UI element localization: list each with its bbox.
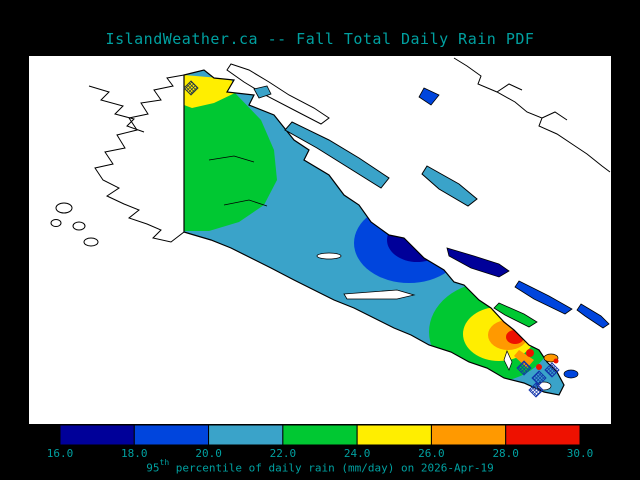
se-islet-red	[553, 358, 559, 364]
mainland-inlet-2	[541, 111, 568, 121]
page-title: IslandWeather.ca -- Fall Total Daily Rai…	[105, 30, 535, 48]
station-marker-se-2	[531, 370, 547, 386]
colorbar-tick: 20.0	[195, 447, 222, 460]
west-islet-4	[83, 237, 99, 247]
saanich-inlet	[503, 350, 513, 371]
colorbar-tick: 28.0	[492, 447, 519, 460]
gulf-island-navy	[446, 247, 510, 278]
se-islet-blue	[563, 369, 579, 379]
colorbar	[59, 424, 581, 446]
colorbar-segment-4	[356, 424, 432, 446]
alberni-inlet	[343, 289, 416, 300]
map-svg	[29, 56, 611, 424]
caption-superscript: th	[159, 458, 170, 467]
coast-red-spot-2	[536, 364, 542, 370]
gulf-island-blue-1	[514, 280, 573, 315]
texada-island	[421, 165, 478, 207]
colorbar-segment-0	[59, 424, 135, 446]
colorbar-segment-1	[133, 424, 210, 446]
mainland-strip-teal	[284, 121, 390, 189]
colorbar-segment-2	[208, 424, 284, 446]
contour-green-northwest	[184, 88, 277, 231]
colorbar-segment-5	[430, 424, 507, 446]
mainland-strip-white	[226, 63, 330, 125]
gulf-island-blue-2	[576, 303, 610, 329]
station-marker-se-1	[516, 360, 532, 376]
colorbar-tick: 30.0	[566, 447, 594, 460]
inland-lake	[316, 252, 342, 260]
contour-yellow-north-tip	[184, 75, 237, 108]
colorbar-segment-6	[505, 424, 581, 446]
colorbar-tick: 22.0	[269, 447, 297, 460]
station-marker-north	[183, 80, 199, 96]
west-islet-3	[50, 219, 62, 227]
colorbar-segment-3	[282, 424, 358, 446]
caption: 95th percentile of daily rain (mm/day) o…	[0, 458, 640, 475]
mainland-coast	[453, 57, 611, 173]
colorbar-svg	[59, 424, 581, 446]
colorbar-ticks: 16.0 18.0 20.0 22.0 24.0 26.0 28.0 30.0	[0, 447, 640, 460]
west-coastline	[94, 74, 185, 243]
small-teal-islet	[253, 85, 272, 99]
caption-prefix: 95	[146, 461, 160, 475]
inland-channel-2	[223, 199, 268, 207]
northwest-inlets	[88, 85, 145, 133]
small-blue-islet	[418, 87, 440, 106]
colorbar-tick: 26.0	[418, 447, 445, 460]
map-area	[29, 56, 611, 424]
mainland-inlet-1	[496, 83, 523, 93]
colorbar-tick: 18.0	[121, 447, 148, 460]
island-coastline	[183, 69, 565, 396]
west-islet-2	[72, 221, 86, 231]
west-islet-1	[55, 202, 73, 214]
station-marker-se-4	[528, 382, 544, 398]
inland-channel-1	[208, 155, 255, 163]
colorbar-tick: 16.0	[46, 447, 74, 460]
coast-red-spot-1	[526, 349, 534, 357]
station-marker-se-3	[544, 362, 560, 378]
colorbar-tick: 24.0	[343, 447, 371, 460]
caption-rest: percentile of daily rain (mm/day) on 202…	[169, 461, 494, 475]
gulf-island-green	[493, 302, 538, 328]
coast-orange-patch	[514, 350, 534, 368]
